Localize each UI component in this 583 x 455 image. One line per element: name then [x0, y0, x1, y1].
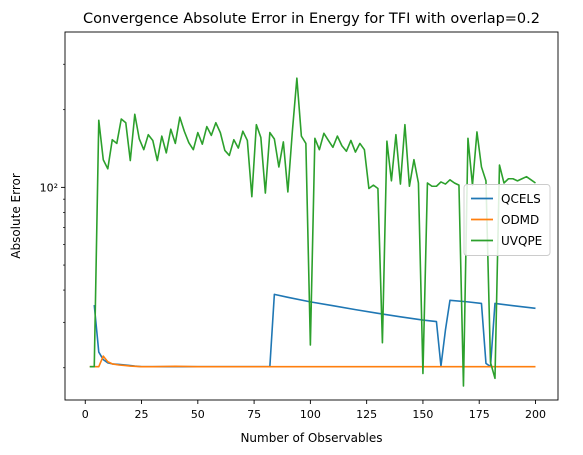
- x-tick-label: 75: [247, 408, 261, 421]
- chart-title: Convergence Absolute Error in Energy for…: [83, 11, 540, 27]
- x-tick-label: 100: [300, 408, 321, 421]
- x-tick-label: 25: [135, 408, 149, 421]
- x-tick-label: 125: [356, 408, 377, 421]
- series-line-odmd: [89, 355, 536, 368]
- legend-box: [463, 184, 551, 256]
- x-axis-ticks: 0 25 50 75 100 125 150 175 200: [82, 400, 546, 421]
- plot-frame: [64, 31, 559, 401]
- x-tick-label: 175: [469, 408, 490, 421]
- series-layer: [89, 77, 536, 387]
- x-axis-label: Number of Observables: [240, 431, 382, 445]
- x-tick-label: 150: [412, 408, 433, 421]
- y-axis-label: Absolute Error: [9, 173, 23, 259]
- x-tick-label: 200: [525, 408, 546, 421]
- series-line-uvqpe: [89, 77, 536, 387]
- legend: QCELS ODMD UVQPE: [463, 184, 551, 256]
- y-tick-label: 10²: [40, 181, 58, 194]
- y-axis-ticks: 10²: [40, 63, 65, 369]
- legend-label-odmd: ODMD: [501, 213, 539, 227]
- legend-label-qcels: QCELS: [501, 192, 541, 206]
- x-tick-label: 50: [191, 408, 205, 421]
- legend-label-uvqpe: UVQPE: [501, 234, 542, 248]
- x-tick-label: 0: [82, 408, 89, 421]
